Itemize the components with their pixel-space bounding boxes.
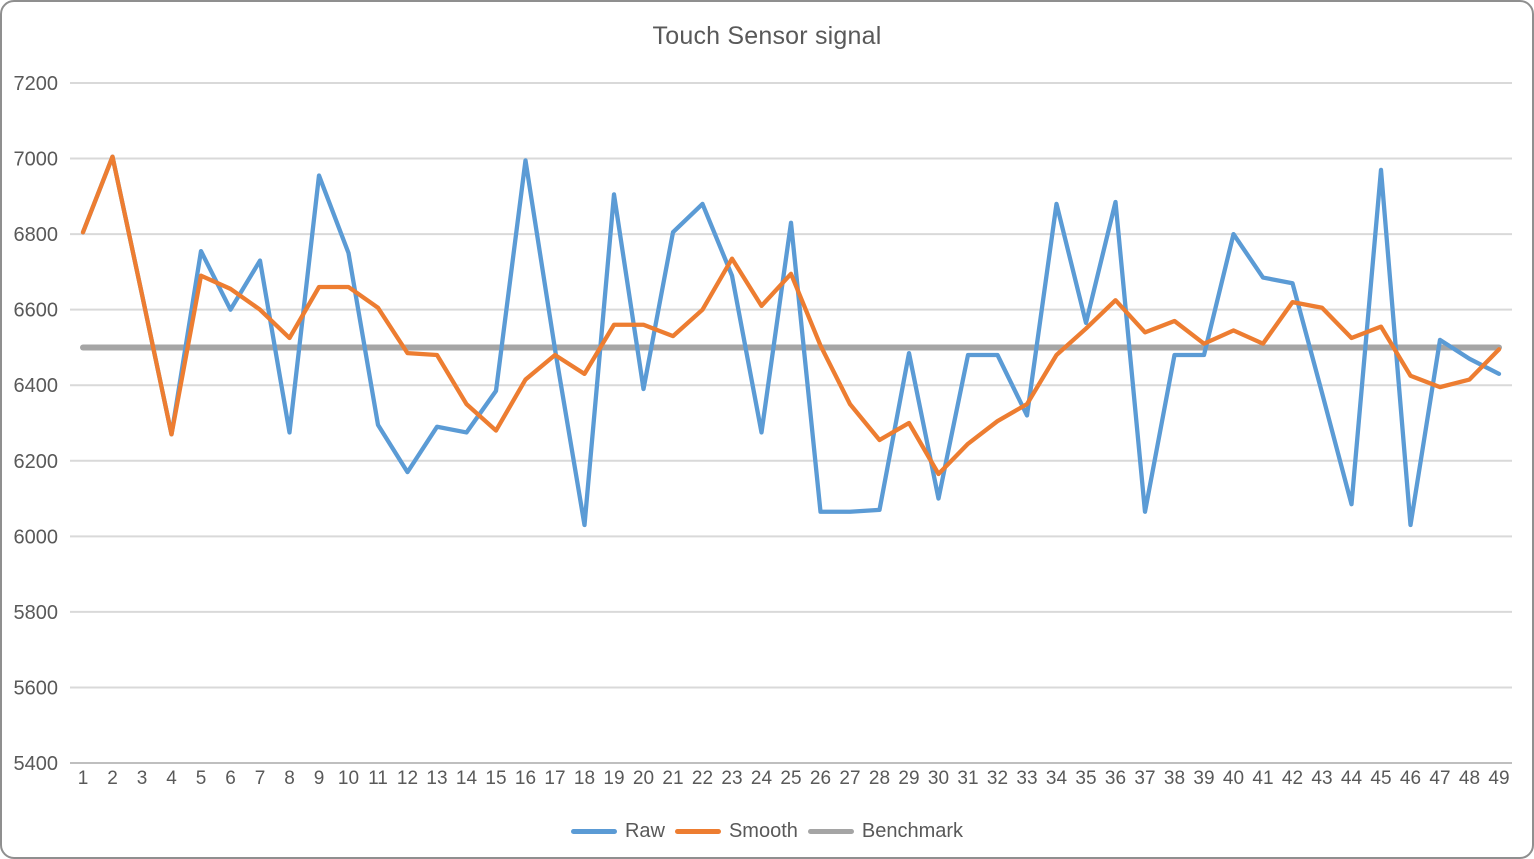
y-tick-label: 6200 [14, 451, 59, 473]
x-tick-label: 20 [633, 768, 654, 789]
x-tick-label: 3 [137, 768, 148, 789]
x-tick-label: 37 [1134, 768, 1155, 789]
x-tick-label: 11 [368, 768, 388, 789]
x-tick-label: 40 [1223, 768, 1244, 789]
x-tick-label: 16 [515, 768, 536, 789]
x-tick-label: 8 [284, 768, 295, 789]
y-tick-label: 6800 [14, 224, 59, 246]
x-tick-label: 36 [1105, 768, 1126, 789]
legend-item-raw: Raw [570, 819, 665, 843]
smooth-series-line [80, 154, 1502, 477]
raw-series-line [80, 154, 1502, 528]
x-tick-label: 30 [928, 768, 949, 789]
x-tick-label: 29 [898, 768, 919, 789]
x-tick-label: 18 [574, 768, 595, 789]
x-tick-label: 7 [255, 768, 266, 789]
x-tick-label: 19 [603, 768, 624, 789]
chart-legend: Raw Smooth Benchmark [2, 815, 1532, 847]
x-tick-label: 10 [338, 768, 359, 789]
x-tick-label: 26 [810, 768, 831, 789]
x-tick-label: 43 [1311, 768, 1332, 789]
y-tick-label: 5800 [14, 602, 59, 624]
x-tick-label: 33 [1016, 768, 1037, 789]
y-tick-label: 7000 [14, 149, 59, 171]
x-tick-label: 39 [1193, 768, 1214, 789]
raw-line-swatch [570, 828, 617, 834]
y-tick-label: 6400 [14, 375, 59, 397]
x-tick-label: 5 [196, 768, 207, 789]
legend-item-smooth: Smooth [674, 819, 798, 843]
x-tick-label: 45 [1370, 768, 1391, 789]
y-tick-label: 6000 [14, 526, 59, 548]
x-tick-label: 38 [1164, 768, 1185, 789]
x-tick-label: 2 [107, 768, 118, 789]
x-tick-label: 17 [544, 768, 565, 789]
x-tick-label: 27 [839, 768, 860, 789]
x-tick-label: 9 [314, 768, 325, 789]
legend-label-benchmark: Benchmark [861, 819, 964, 842]
x-tick-label: 46 [1400, 768, 1421, 789]
x-tick-label: 24 [751, 768, 773, 789]
x-tick-label: 25 [780, 768, 801, 789]
x-tick-label: 47 [1429, 768, 1450, 789]
x-tick-label: 35 [1075, 768, 1096, 789]
x-tick-label: 32 [987, 768, 1008, 789]
smooth-line-swatch [674, 828, 721, 834]
legend-item-benchmark: Benchmark [807, 819, 964, 843]
x-tick-label: 42 [1282, 768, 1303, 789]
y-tick-label: 6600 [14, 300, 59, 322]
legend-label-raw: Raw [624, 819, 665, 842]
x-tick-label: 49 [1488, 768, 1509, 789]
x-tick-label: 48 [1459, 768, 1480, 789]
chart-title: Touch Sensor signal [652, 22, 882, 50]
x-tick-label: 6 [225, 768, 236, 789]
x-tick-label: 22 [692, 768, 713, 789]
x-tick-label: 15 [485, 768, 506, 789]
x-tick-label: 12 [397, 768, 418, 789]
x-tick-label: 14 [456, 768, 478, 789]
y-tick-label: 7200 [14, 73, 59, 95]
x-tick-label: 28 [869, 768, 890, 789]
legend-label-smooth: Smooth [728, 819, 798, 842]
y-tick-label: 5400 [14, 753, 59, 775]
y-tick-label: 5600 [14, 677, 59, 699]
benchmark-line-swatch [807, 828, 854, 834]
x-tick-label: 23 [721, 768, 742, 789]
x-tick-label: 13 [426, 768, 447, 789]
x-tick-label: 1 [78, 768, 89, 789]
x-tick-label: 44 [1341, 768, 1363, 789]
x-tick-label: 34 [1046, 768, 1068, 789]
x-tick-label: 31 [957, 768, 978, 789]
x-tick-label: 21 [662, 768, 683, 789]
x-tick-label: 4 [166, 768, 177, 789]
x-tick-label: 41 [1252, 768, 1273, 789]
